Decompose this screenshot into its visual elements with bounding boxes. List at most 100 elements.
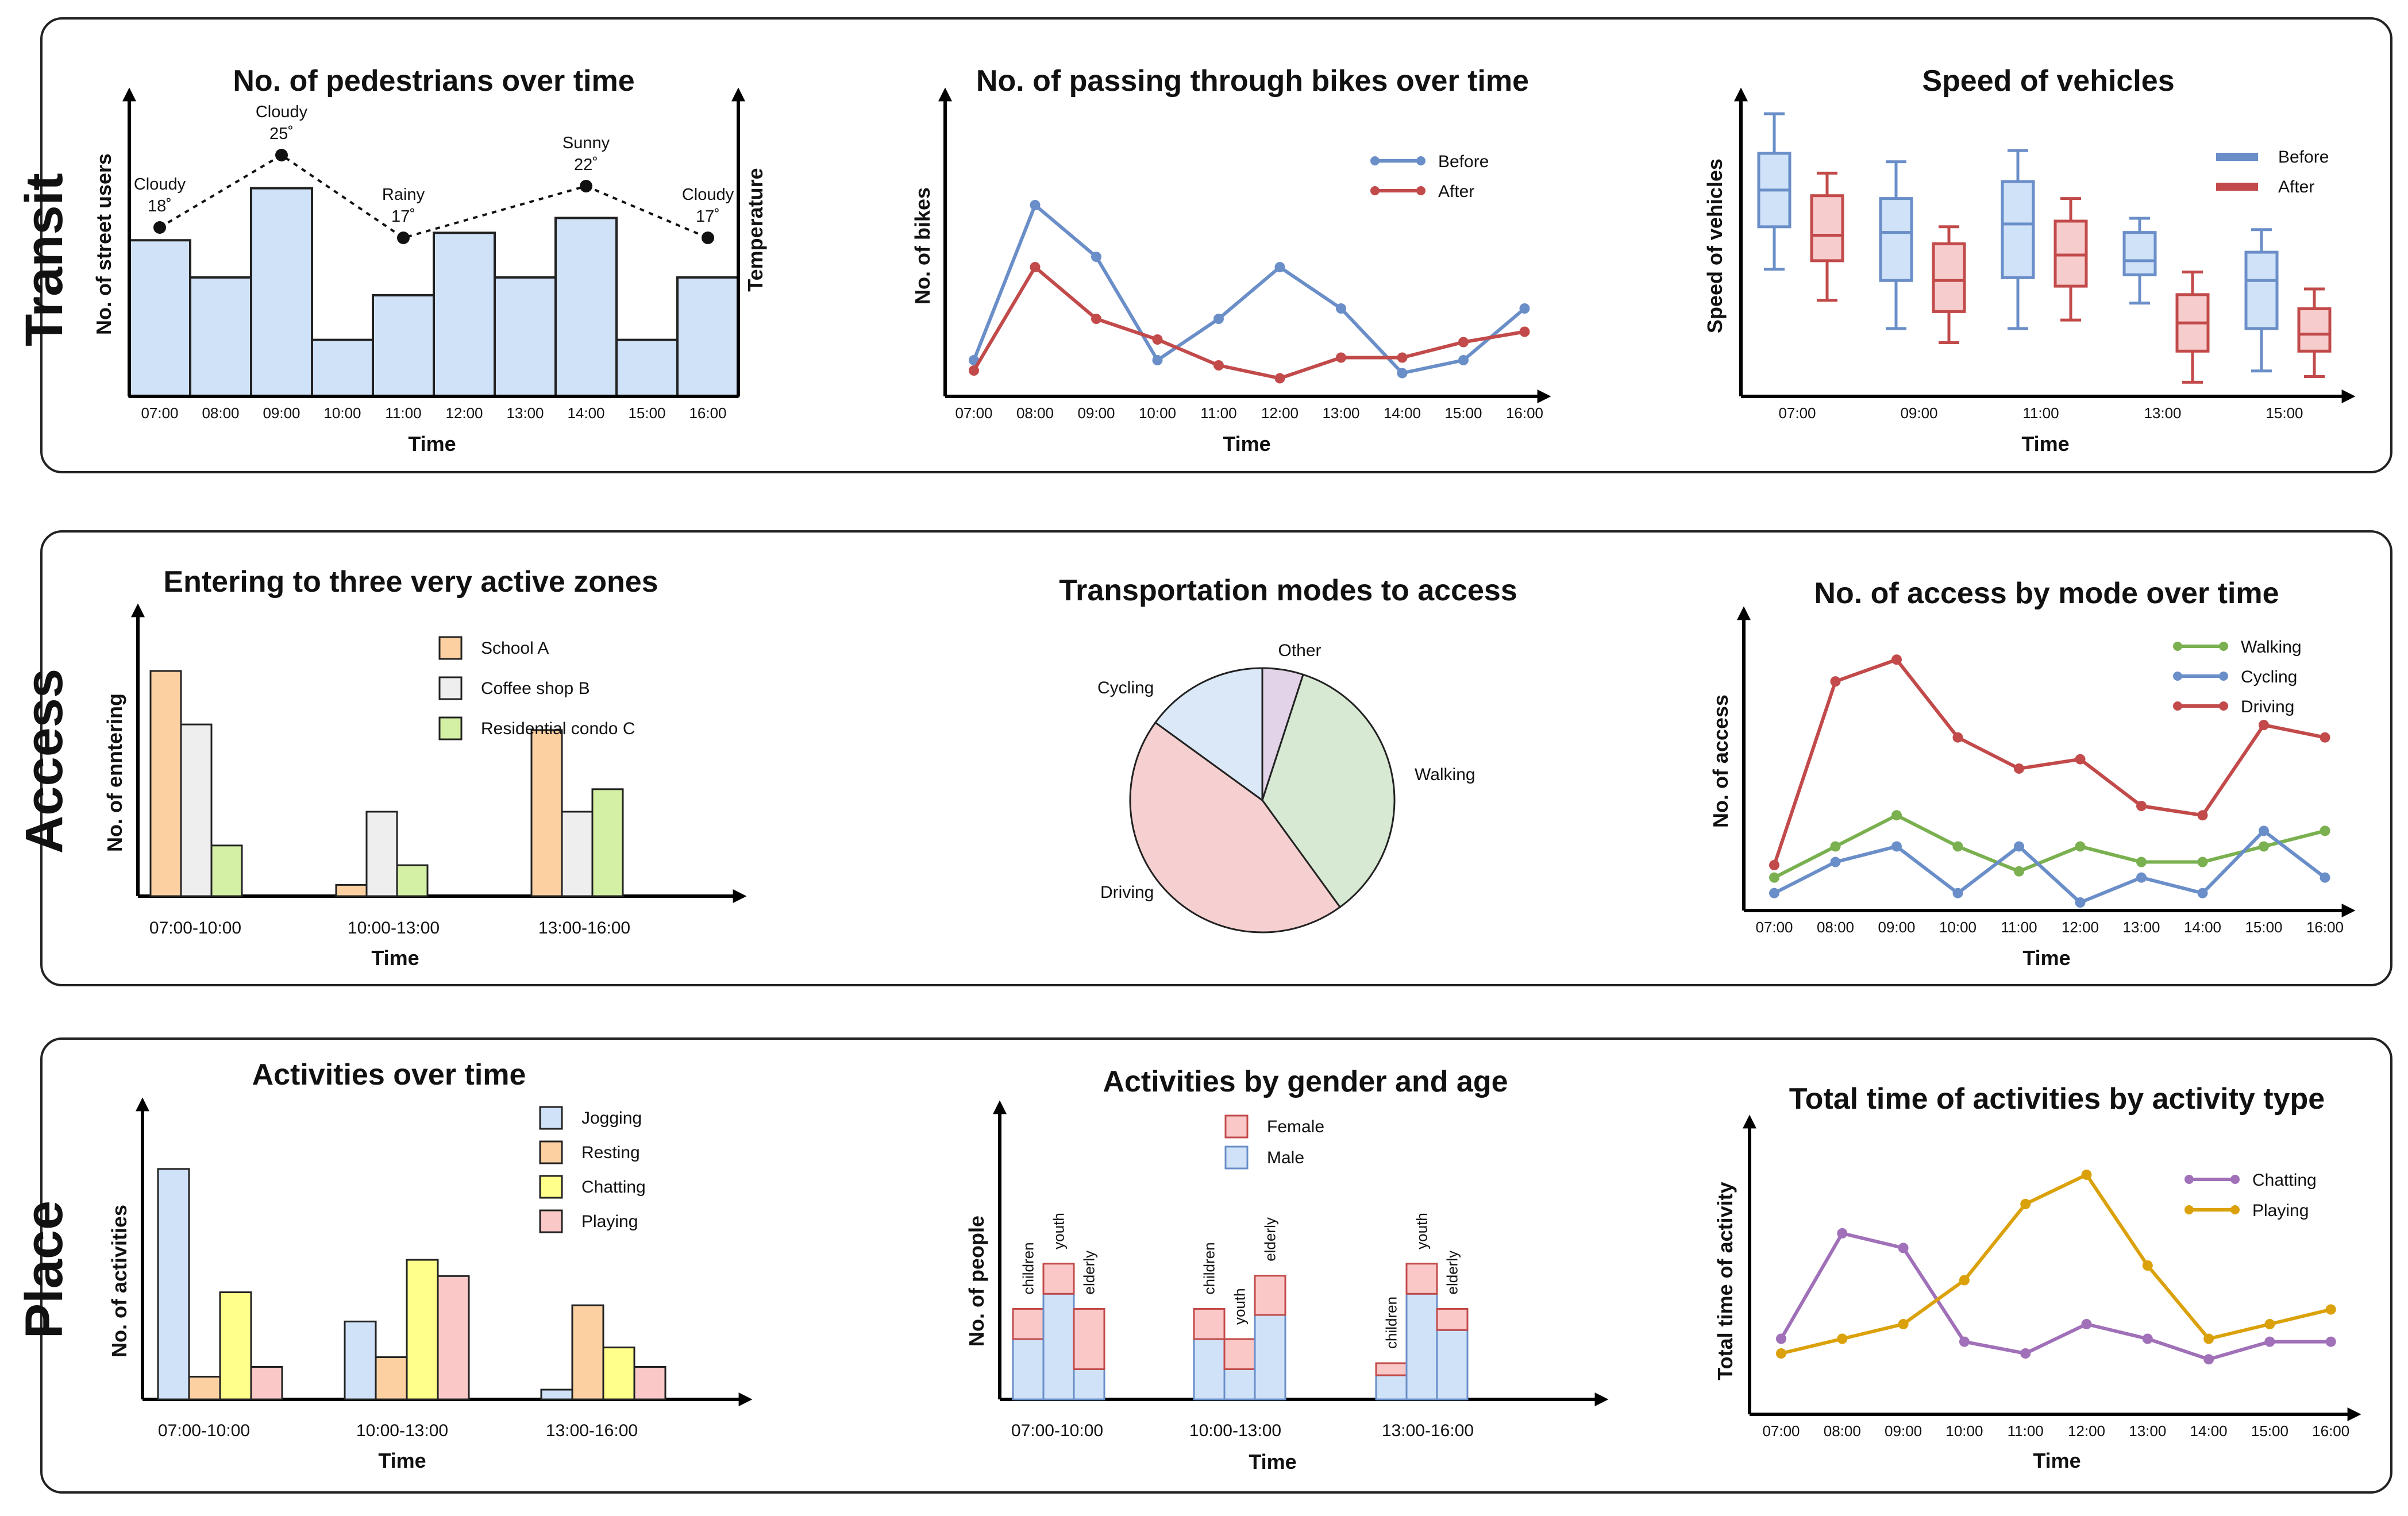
series-Walking-point: [1830, 841, 1841, 852]
x-tick-label: 13:00: [2144, 404, 2181, 422]
x-tick-label: 07:00-10:00: [1011, 1421, 1103, 1440]
series-Walking-point: [2014, 866, 2024, 877]
box-Before: [1879, 197, 1913, 282]
x-tick-label: 08:00: [202, 404, 239, 422]
bar-Coffee shop B: [561, 811, 594, 897]
series-Playing-point: [1898, 1319, 1909, 1329]
x-tick-label: 11:00: [2022, 404, 2059, 422]
series-Driving-point: [1891, 654, 1902, 665]
bar-male-youth: [1042, 1293, 1075, 1401]
x-tick-label: 15:00: [2245, 919, 2282, 936]
legend-marker: [2173, 701, 2182, 711]
bar-Residential condo C: [591, 788, 624, 897]
bar-14:00: [554, 217, 618, 398]
chart-title: Activities over time: [252, 1058, 526, 1091]
legend-label: Before: [2278, 148, 2329, 167]
x-tick-label: 15:00: [628, 404, 665, 422]
x-axis-label: Time: [2033, 1449, 2080, 1472]
x-tick-label: 07:00-10:00: [149, 919, 241, 938]
series-Playing-line: [1781, 1172, 2332, 1355]
series-Playing-point: [1776, 1348, 1786, 1359]
y-axis-label: No. of enntering: [103, 693, 126, 852]
series-Chatting-line: [1779, 1231, 2331, 1361]
legend-label: Before: [1438, 152, 1489, 171]
x-tick-label: 14:00: [2190, 1422, 2228, 1440]
bar-male-youth: [1405, 1293, 1438, 1401]
series-Cycling-point: [1891, 841, 1902, 852]
series-Walking-point: [2259, 841, 2269, 852]
box-Before: [2244, 250, 2279, 330]
x-axis-label: Time: [2021, 432, 2069, 456]
y-axis-label: Speed of vehicles: [1703, 159, 1727, 333]
series-After-point: [1091, 314, 1101, 324]
bar-School A: [530, 729, 563, 897]
legend-marker: [1370, 186, 1380, 195]
bar-09:00: [250, 187, 313, 398]
x-tick-label: 11:00: [2001, 919, 2037, 936]
bar-male-elderly: [1436, 1329, 1469, 1401]
bar-female-youth: [1405, 1263, 1438, 1295]
x-tick-label: 09:00: [1077, 404, 1115, 422]
bar-Resting: [188, 1375, 221, 1401]
x-tick-label: 16:00: [2312, 1422, 2349, 1440]
bar-female-youth: [1042, 1263, 1075, 1295]
x-axis-label: Time: [378, 1449, 426, 1472]
series-Walking-point: [1769, 872, 1779, 883]
series-Cycling-point: [2320, 872, 2330, 883]
series-Before-point: [1397, 368, 1408, 379]
bar-male-elderly: [1073, 1368, 1105, 1401]
bar-female-children: [1012, 1308, 1045, 1340]
series-Driving-point: [2136, 800, 2147, 811]
x-tick-label: 15:00: [2266, 404, 2303, 422]
bar-15:00: [615, 338, 679, 398]
bar-Jogging: [157, 1168, 190, 1401]
temperature-point: [580, 180, 592, 192]
subgroup-label: elderly: [1262, 1217, 1279, 1262]
series-Chatting-point: [2203, 1354, 2214, 1365]
pedestrians-chart: No. of pedestrians over time 07:00 08:00 09…: [92, 64, 767, 456]
bar-female-elderly: [1254, 1275, 1286, 1316]
x-tick-label: 08:00: [1817, 919, 1854, 936]
x-tick-label: 11:00: [385, 404, 421, 422]
series-After-point: [1274, 373, 1285, 384]
x-axis-label: Time: [1223, 432, 1270, 456]
series-Walking-point: [2075, 841, 2086, 852]
box-Before: [2122, 231, 2157, 276]
x-tick-label: 07:00: [1778, 404, 1816, 422]
temperature-label: 17˚: [391, 207, 415, 226]
series-Before-point: [1274, 262, 1285, 272]
x-tick-label: 10:00: [1945, 1422, 1983, 1440]
row-label-place: Place: [15, 1201, 74, 1338]
access-chart: No. of access by mode over time 07:00 08:0…: [1709, 577, 2356, 970]
legend-label: Walking: [2241, 638, 2302, 657]
bar-male-elderly: [1254, 1314, 1286, 1401]
series-Cycling-point: [1769, 888, 1779, 898]
series-After-point: [969, 365, 979, 376]
pie-slice-Cycling: [1154, 667, 1263, 802]
x-axis-label: Time: [371, 946, 419, 970]
row-label-access: Access: [15, 669, 74, 854]
legend-swatch: [1224, 1145, 1249, 1170]
bar-13:00: [494, 276, 557, 398]
temperature-point: [153, 221, 166, 234]
bar-10:00: [311, 338, 374, 398]
legend-swatch: [539, 1106, 563, 1130]
bar-16:00: [676, 276, 739, 398]
legend-label: Playing: [581, 1212, 638, 1231]
temperature-label: 17˚: [696, 207, 720, 226]
series-Cycling-point: [2075, 897, 2086, 908]
x-tick-label: 07:00: [1762, 1422, 1800, 1440]
x-tick-label: 13:00: [506, 404, 544, 422]
bar-Playing: [437, 1275, 470, 1401]
subgroup-label: youth: [1413, 1213, 1431, 1249]
series-Cycling-point: [2197, 888, 2208, 898]
x-tick-label: 12:00: [2068, 1422, 2105, 1440]
x-tick-label: 07:00: [1755, 919, 1793, 936]
weather-label: Cloudy: [682, 186, 734, 204]
series-Before-point: [1091, 252, 1101, 262]
legend-marker: [2184, 1205, 2194, 1214]
bar-12:00: [433, 232, 496, 398]
series-Before-point: [969, 355, 979, 365]
x-tick-label: 16:00: [1506, 404, 1543, 422]
